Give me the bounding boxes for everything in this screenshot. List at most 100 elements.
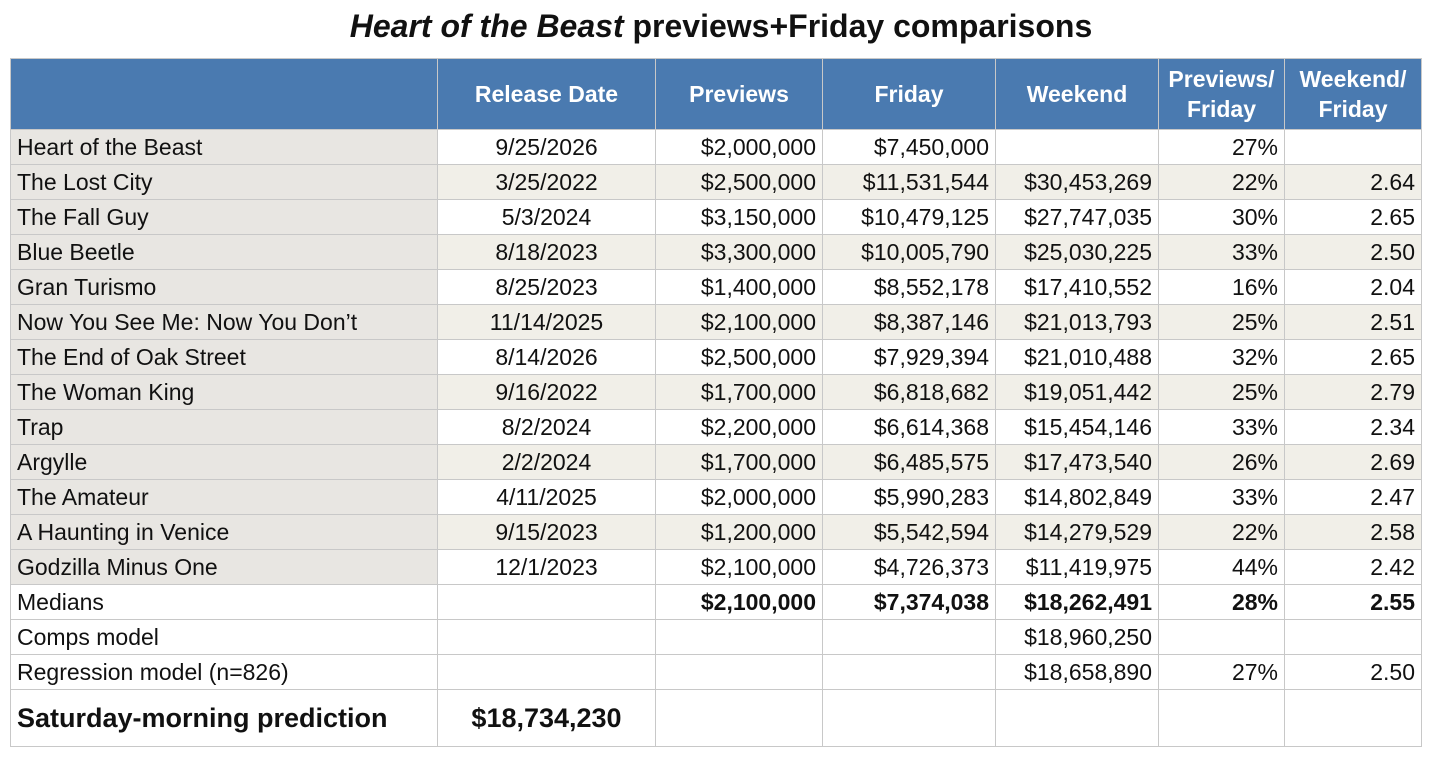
cell-previews-friday: 27% [1158, 654, 1285, 690]
cell-weekend: $18,262,491 [995, 584, 1159, 620]
cell-friday: $6,485,575 [822, 444, 996, 480]
prediction-value: $18,734,230 [437, 689, 656, 747]
cell-previews: $2,200,000 [655, 409, 823, 445]
cell-friday [822, 654, 996, 690]
cell-film: Argylle [10, 444, 438, 480]
cell-previews: $2,100,000 [655, 549, 823, 585]
cell-previews: $2,000,000 [655, 479, 823, 515]
cell-weekend: $17,473,540 [995, 444, 1159, 480]
prediction-row: Saturday-morning prediction $18,734,230 [10, 689, 1422, 747]
empty-cell [1284, 689, 1422, 747]
header-previews: Previews [655, 58, 823, 130]
cell-previews: $3,300,000 [655, 234, 823, 270]
cell-release-date: 4/11/2025 [437, 479, 656, 515]
chart-title: Heart of the Beast previews+Friday compa… [0, 0, 1442, 58]
cell-friday: $7,929,394 [822, 339, 996, 375]
cell-weekend-friday [1284, 129, 1422, 165]
cell-previews-friday: 30% [1158, 199, 1285, 235]
cell-release-date: 9/25/2026 [437, 129, 656, 165]
cell-previews-friday: 33% [1158, 479, 1285, 515]
table-row: The Lost City 3/25/2022 $2,500,000 $11,531,… [10, 164, 1422, 200]
prediction-label: Saturday-morning prediction [10, 689, 438, 747]
table-row: Gran Turismo 8/25/2023 $1,400,000 $8,552,17… [10, 269, 1422, 305]
header-row: Release Date Previews Friday Weekend Pre… [10, 58, 1422, 130]
cell-weekend-friday [1284, 619, 1422, 655]
cell-previews: $2,100,000 [655, 584, 823, 620]
comparison-table: Release Date Previews Friday Weekend Pre… [10, 58, 1422, 747]
cell-previews: $1,700,000 [655, 444, 823, 480]
cell-weekend-friday: 2.34 [1284, 409, 1422, 445]
table-row: The End of Oak Street 8/14/2026 $2,500,000… [10, 339, 1422, 375]
cell-film: The End of Oak Street [10, 339, 438, 375]
cell-film: The Fall Guy [10, 199, 438, 235]
header-weekend-friday-label: Weekend/ Friday [1299, 66, 1407, 122]
cell-weekend: $27,747,035 [995, 199, 1159, 235]
cell-release-date [437, 619, 656, 655]
cell-film: Gran Turismo [10, 269, 438, 305]
cell-release-date: 12/1/2023 [437, 549, 656, 585]
cell-film: Blue Beetle [10, 234, 438, 270]
table-row: Heart of the Beast 9/25/2026 $2,000,000 $7,… [10, 129, 1422, 165]
cell-friday: $6,614,368 [822, 409, 996, 445]
cell-release-date: 8/2/2024 [437, 409, 656, 445]
cell-previews: $1,700,000 [655, 374, 823, 410]
cell-previews-friday: 25% [1158, 374, 1285, 410]
cell-previews: $2,500,000 [655, 164, 823, 200]
cell-previews: $3,150,000 [655, 199, 823, 235]
cell-weekend-friday: 2.47 [1284, 479, 1422, 515]
cell-release-date: 9/16/2022 [437, 374, 656, 410]
cell-weekend: $11,419,975 [995, 549, 1159, 585]
cell-friday: $11,531,544 [822, 164, 996, 200]
cell-weekend-friday: 2.51 [1284, 304, 1422, 340]
cell-previews: $2,000,000 [655, 129, 823, 165]
cell-weekend: $14,802,849 [995, 479, 1159, 515]
cell-friday: $10,005,790 [822, 234, 996, 270]
cell-release-date: 8/14/2026 [437, 339, 656, 375]
cell-film: The Woman King [10, 374, 438, 410]
cell-weekend-friday: 2.50 [1284, 234, 1422, 270]
cell-film: Medians [10, 584, 438, 620]
cell-previews-friday: 26% [1158, 444, 1285, 480]
cell-previews-friday: 22% [1158, 164, 1285, 200]
table-row: The Fall Guy 5/3/2024 $3,150,000 $10,479,12… [10, 199, 1422, 235]
empty-cell [1158, 689, 1285, 747]
cell-release-date: 9/15/2023 [437, 514, 656, 550]
cell-release-date [437, 584, 656, 620]
cell-previews-friday: 33% [1158, 409, 1285, 445]
cell-release-date: 5/3/2024 [437, 199, 656, 235]
cell-previews: $2,100,000 [655, 304, 823, 340]
header-weekend-friday: Weekend/ Friday [1284, 58, 1422, 130]
cell-friday [822, 619, 996, 655]
table-row: Argylle 2/2/2024 $1,700,000 $6,485,575 $17,4… [10, 444, 1422, 480]
cell-previews: $1,400,000 [655, 269, 823, 305]
cell-previews-friday: 25% [1158, 304, 1285, 340]
cell-friday: $4,726,373 [822, 549, 996, 585]
empty-cell [822, 689, 996, 747]
cell-friday: $10,479,125 [822, 199, 996, 235]
cell-friday: $8,387,146 [822, 304, 996, 340]
table-row: Now You See Me: Now You Don’t 11/14/2025 $… [10, 304, 1422, 340]
cell-film: The Amateur [10, 479, 438, 515]
cell-previews: $2,500,000 [655, 339, 823, 375]
cell-previews-friday: 16% [1158, 269, 1285, 305]
cell-previews-friday: 33% [1158, 234, 1285, 270]
cell-weekend: $14,279,529 [995, 514, 1159, 550]
header-weekend: Weekend [995, 58, 1159, 130]
cell-film: Regression model (n=826) [10, 654, 438, 690]
cell-previews [655, 654, 823, 690]
cell-previews-friday: 22% [1158, 514, 1285, 550]
title-rest: previews+Friday comparisons [623, 8, 1093, 44]
title-film-name: Heart of the Beast [349, 8, 624, 44]
cell-release-date: 2/2/2024 [437, 444, 656, 480]
cell-weekend: $19,051,442 [995, 374, 1159, 410]
cell-film: The Lost City [10, 164, 438, 200]
empty-cell [995, 689, 1159, 747]
summary-row: Comps model $18,960,250 [10, 619, 1422, 655]
cell-weekend-friday: 2.65 [1284, 199, 1422, 235]
cell-friday: $8,552,178 [822, 269, 996, 305]
cell-previews-friday: 44% [1158, 549, 1285, 585]
cell-previews-friday: 32% [1158, 339, 1285, 375]
table-row: The Woman King 9/16/2022 $1,700,000 $6,818,… [10, 374, 1422, 410]
cell-weekend: $18,658,890 [995, 654, 1159, 690]
cell-previews-friday [1158, 619, 1285, 655]
